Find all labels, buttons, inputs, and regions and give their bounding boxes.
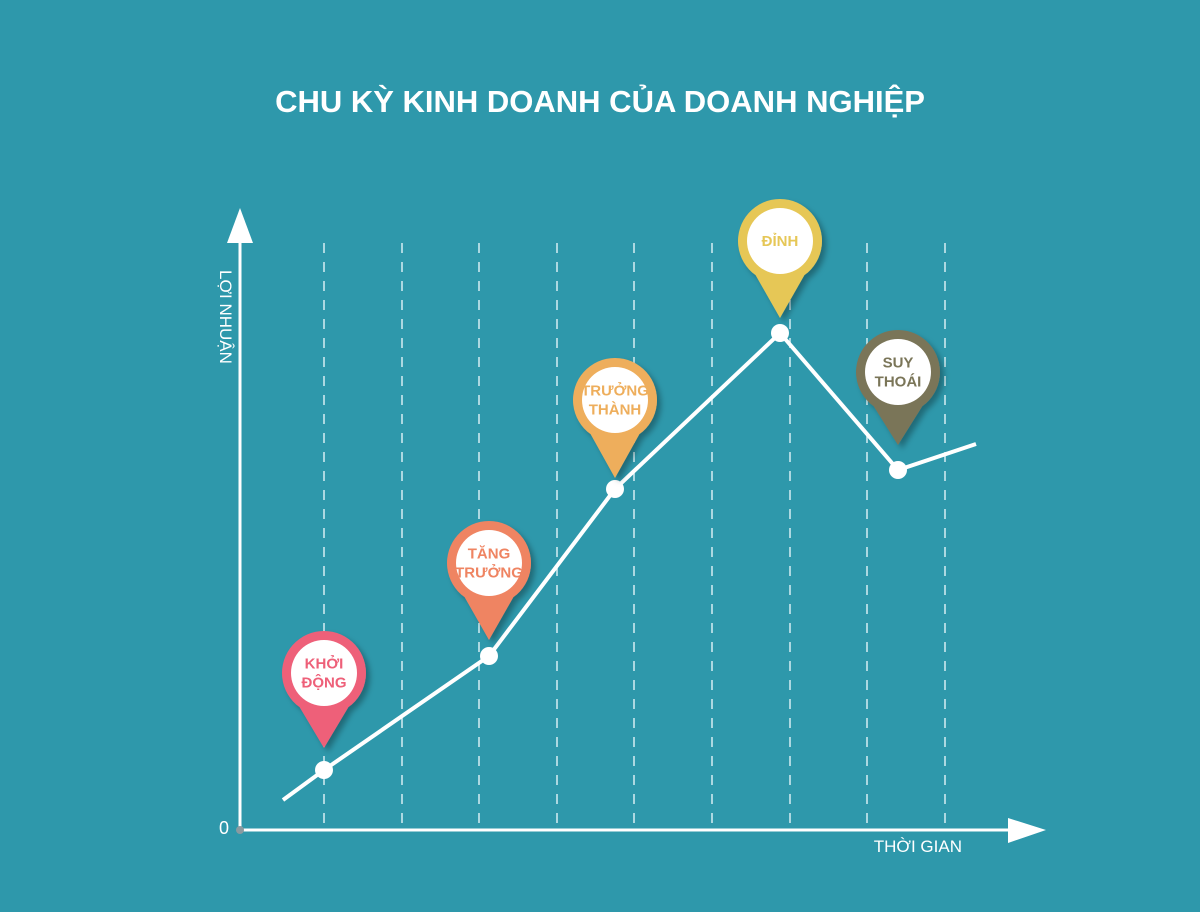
stage-point xyxy=(480,647,498,665)
stage-point xyxy=(315,761,333,779)
stage-point xyxy=(889,461,907,479)
stage-pin: ĐỈNH xyxy=(738,199,822,318)
x-axis-arrow-icon xyxy=(1008,818,1046,843)
y-axis-arrow-icon xyxy=(227,208,253,243)
pin-label-circle xyxy=(865,339,931,405)
stage-label: THOÁI xyxy=(875,374,922,391)
pin-label-circle xyxy=(291,640,357,706)
stage-label: TRƯỞNG xyxy=(455,564,523,582)
diagram-title: CHU KỲ KINH DOANH CỦA DOANH NGHIỆP xyxy=(275,83,925,119)
stage-label: TĂNG xyxy=(468,546,511,563)
stage-label: ĐỈNH xyxy=(762,233,799,250)
y-axis-label: LỢI NHUẬN xyxy=(216,270,235,364)
stage-pins: KHỞIĐỘNGTĂNGTRƯỞNGTRƯỞNGTHÀNHĐỈNHSUYTHOÁ… xyxy=(282,199,940,748)
stage-label: TRƯỞNG xyxy=(581,382,649,400)
stage-points xyxy=(315,324,907,779)
pin-label-circle xyxy=(747,208,813,274)
stage-point xyxy=(606,480,624,498)
stage-label: SUY xyxy=(883,355,914,372)
stage-pin: TRƯỞNG THÀNH xyxy=(573,358,657,478)
origin-dot xyxy=(236,826,244,834)
stage-pin: SUY THOÁI xyxy=(856,330,940,445)
origin-label: 0 xyxy=(219,818,229,838)
x-axis-label: THỜI GIAN xyxy=(874,837,962,856)
pin-label-circle xyxy=(582,367,648,433)
time-gridlines xyxy=(323,243,946,830)
pin-label-circle xyxy=(456,530,522,596)
stage-label: KHỞI xyxy=(305,655,344,673)
stage-label: ĐỘNG xyxy=(302,674,347,692)
stage-point xyxy=(771,324,789,342)
stage-label: THÀNH xyxy=(589,402,642,419)
